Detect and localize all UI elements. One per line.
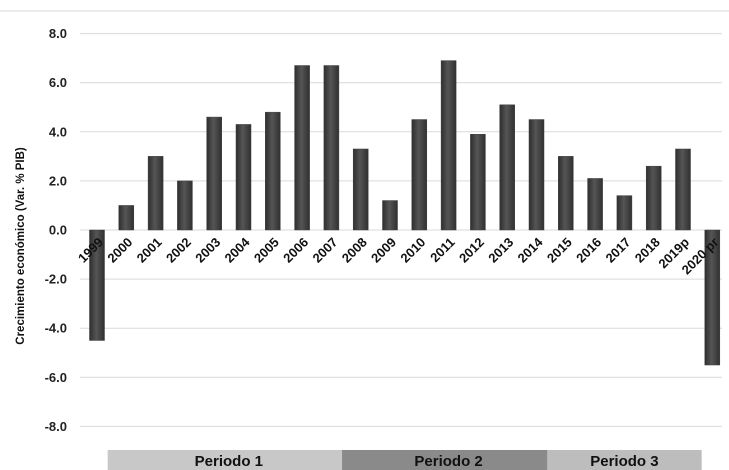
- bar-2000: [118, 205, 135, 231]
- bar-2015: [558, 156, 574, 231]
- bar-2002: [177, 180, 193, 231]
- x-tick-label: 2017: [602, 235, 633, 266]
- bar-2003: [206, 116, 222, 231]
- x-tick-label: 2002: [163, 235, 194, 266]
- x-tick-label: 2016: [573, 235, 604, 266]
- x-tick-label: 2011: [427, 235, 458, 266]
- x-tick-label: 2010: [397, 235, 428, 266]
- x-tick-label: 2012: [456, 235, 487, 266]
- x-tick-label: 2014: [515, 234, 547, 266]
- y-tick-label: 4.0: [49, 124, 67, 139]
- bar-2007: [323, 65, 340, 231]
- x-tick-label: 2015: [544, 235, 575, 266]
- bar-2017: [616, 195, 633, 231]
- bar-2001: [147, 156, 164, 231]
- y-tick-label: -6.0: [45, 370, 67, 385]
- bar-2019p: [675, 148, 691, 231]
- bar-2004: [235, 124, 252, 231]
- x-tick-label: 2009: [368, 235, 399, 266]
- x-tick-label: 2000: [104, 235, 135, 266]
- period-bands: Periodo 1 Periodo 2 Periodo 3: [107, 450, 702, 470]
- bar-2011: [440, 60, 457, 231]
- y-tick-label: 2.0: [49, 173, 67, 188]
- period-label: Periodo 1: [195, 453, 263, 470]
- x-tick-label: 2013: [485, 235, 516, 266]
- period-band: [547, 450, 702, 470]
- period-band: [342, 450, 556, 470]
- bar-2010: [411, 119, 428, 231]
- y-axis-title: Crecimiento económico (Var. % PIB): [15, 147, 27, 345]
- bar-1999: [89, 229, 105, 341]
- bar-2020 pr: [704, 229, 721, 366]
- bar-2012: [470, 134, 486, 231]
- period-label: Periodo 3: [590, 453, 658, 470]
- bar-2009: [382, 200, 398, 231]
- period-band: [107, 450, 351, 470]
- y-tick-label: 0.0: [49, 223, 67, 238]
- x-tick-label: 2008: [339, 235, 370, 266]
- y-tick-label: 8.0: [49, 26, 67, 41]
- x-axis-labels: 1999200020012002200320042005200620072008…: [75, 234, 721, 277]
- x-tick-label: 2006: [280, 235, 311, 266]
- bar-2013: [499, 104, 515, 231]
- y-tick-label: -2.0: [45, 272, 67, 287]
- bars: [89, 60, 721, 366]
- x-tick-label: 2003: [192, 235, 223, 266]
- bar-2005: [265, 111, 281, 231]
- x-tick-label: 2004: [222, 234, 254, 266]
- y-axis-ticks: 8.0 6.0 4.0 2.0 0.0 -2.0 -4.0 -6.0 -8.0: [45, 26, 67, 434]
- bar-2018: [645, 165, 662, 231]
- bar-2006: [294, 65, 310, 231]
- x-tick-label: 2001: [134, 235, 165, 266]
- bar-2016: [587, 178, 603, 231]
- bar-2008: [352, 148, 369, 231]
- period-label: Periodo 2: [414, 453, 482, 470]
- x-tick-label: 2005: [251, 235, 282, 266]
- y-tick-label: -8.0: [45, 419, 67, 434]
- y-tick-label: 6.0: [49, 75, 67, 90]
- y-tick-label: -4.0: [45, 321, 67, 336]
- x-tick-label: 2007: [309, 235, 340, 266]
- bar-2014: [528, 119, 545, 231]
